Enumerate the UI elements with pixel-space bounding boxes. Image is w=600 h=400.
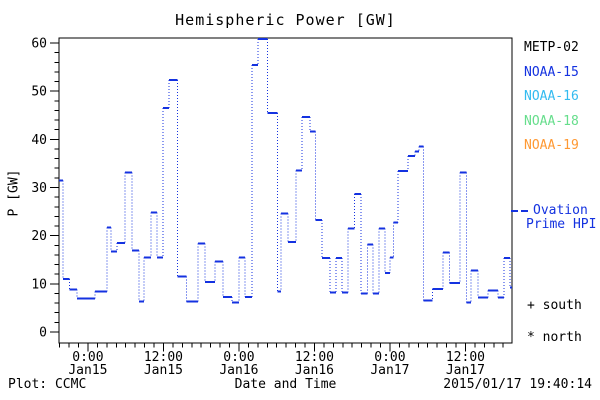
ovation-label: Ovation Prime HPI xyxy=(511,204,600,232)
x-tick-date-label: Jan16 xyxy=(295,363,334,378)
legend-item-noaa-18: NOAA-18 xyxy=(524,113,579,129)
y-tick-label: 0 xyxy=(39,326,47,341)
x-tick-date-label: Jan15 xyxy=(144,363,183,378)
x-tick-date-label: Jan17 xyxy=(370,363,409,378)
legend-item-metp-02: METP-02 xyxy=(524,40,579,55)
chart-title: Hemispheric Power [GW] xyxy=(175,11,396,29)
x-tick-time-label: 0:00 xyxy=(223,350,254,365)
plot-timestamp: 2015/01/17 19:40:14 xyxy=(443,377,592,392)
legend-item-noaa-15: NOAA-15 xyxy=(524,64,579,80)
y-axis-label: P [GW] xyxy=(6,169,22,217)
ovation-text-1: Ovation xyxy=(533,203,588,218)
x-tick-time-label: 12:00 xyxy=(144,350,183,365)
x-tick-time-label: 12:00 xyxy=(446,350,485,365)
dashed-line-icon xyxy=(521,210,528,212)
plot-credit: Plot: CCMC xyxy=(8,377,87,392)
y-tick-label: 60 xyxy=(31,36,47,51)
south-marker-label: + south xyxy=(527,298,582,313)
dashed-line-icon xyxy=(511,210,518,212)
x-tick-time-label: 12:00 xyxy=(295,350,334,365)
y-tick-label: 20 xyxy=(31,229,47,244)
hpi-curve-steps xyxy=(59,38,512,304)
hpi-curve-vertical-dots xyxy=(62,39,511,303)
ovation-text-2: Prime HPI xyxy=(526,217,597,232)
north-marker-label: * north xyxy=(527,330,582,345)
x-tick-date-label: Jan16 xyxy=(219,363,258,378)
x-axis-label: Date and Time xyxy=(234,377,337,392)
y-tick-label: 10 xyxy=(31,277,47,292)
plot-frame xyxy=(58,37,513,344)
legend-item-noaa-19: NOAA-19 xyxy=(524,138,579,154)
legend-item-noaa-16: NOAA-16 xyxy=(524,89,579,105)
y-tick-label: 50 xyxy=(31,85,47,100)
x-tick-time-label: 0:00 xyxy=(72,350,103,365)
y-tick-label: 40 xyxy=(31,133,47,148)
x-tick-time-label: 0:00 xyxy=(374,350,405,365)
ovation-line1: Ovation xyxy=(511,204,600,218)
x-tick-date-label: Jan17 xyxy=(446,363,485,378)
y-tick-label: 30 xyxy=(31,181,47,196)
x-tick-date-label: Jan15 xyxy=(68,363,107,378)
